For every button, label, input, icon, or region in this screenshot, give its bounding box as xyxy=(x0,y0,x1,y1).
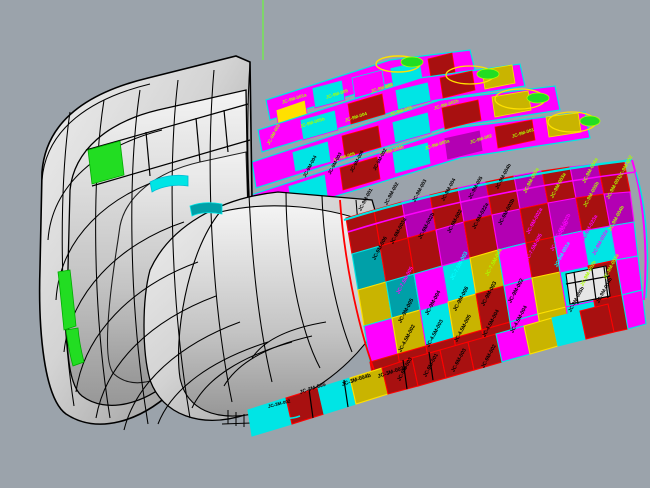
upper-deck-strips xyxy=(247,49,601,223)
gray-bow-mesh xyxy=(38,55,393,431)
colored-plate-panels xyxy=(247,158,649,437)
green-highlight-panel xyxy=(87,140,125,185)
